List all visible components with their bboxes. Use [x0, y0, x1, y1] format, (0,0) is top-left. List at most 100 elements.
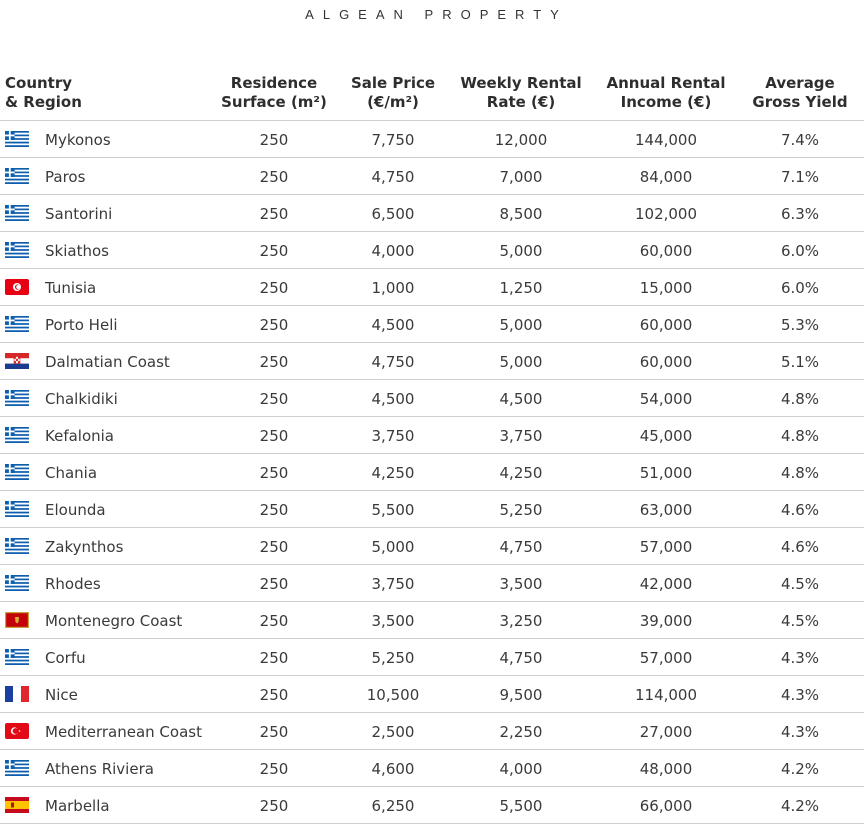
yield-cell: 4.3%: [780, 649, 820, 667]
weekly-cell: 4,750: [499, 538, 543, 556]
surface-cell: 250: [259, 353, 289, 371]
price-cell: 4,600: [371, 760, 415, 778]
price-cell: 6,500: [371, 205, 415, 223]
annual-cell: 60,000: [639, 353, 693, 371]
yield-cell: 4.2%: [780, 760, 820, 778]
table-row: Mediterranean Coast 250 2,500 2,250 27,000 4.…: [0, 713, 864, 750]
region-name: Santorini: [45, 205, 113, 223]
brand-title: ALGEAN PROPERTY: [305, 7, 568, 22]
yield-cell: 4.6%: [780, 538, 820, 556]
region-name: Porto Heli: [45, 316, 118, 334]
table-row: Kefalonia 250 3,750 3,750 45,000 4.8%: [0, 417, 864, 454]
surface-cell: 250: [259, 538, 289, 556]
price-cell: 4,500: [371, 316, 415, 334]
annual-cell: 63,000: [639, 501, 693, 519]
yield-cell: 4.3%: [780, 723, 820, 741]
annual-cell: 102,000: [634, 205, 698, 223]
table-row: Corfu 250 5,250 4,750 57,000 4.3%: [0, 639, 864, 676]
region-name: Nice: [45, 686, 78, 704]
tunisia-flag-icon: [5, 279, 29, 295]
table-row: Athens Riviera 250 4,600 4,000 48,000 4.2%: [0, 750, 864, 787]
price-cell: 5,000: [371, 538, 415, 556]
region-name: Athens Riviera: [45, 760, 154, 778]
weekly-cell: 4,000: [499, 760, 543, 778]
surface-cell: 250: [259, 575, 289, 593]
annual-cell: 54,000: [639, 390, 693, 408]
header-surface: Residence Surface (m²): [214, 74, 334, 114]
region-name: Mediterranean Coast: [45, 723, 202, 741]
surface-cell: 250: [259, 723, 289, 741]
header-price: Sale Price (€/m²): [343, 74, 443, 114]
greece-flag-icon: [5, 168, 29, 184]
header-weekly: Weekly Rental Rate (€): [455, 74, 587, 114]
montenegro-flag-icon: [5, 612, 29, 628]
region-name: Skiathos: [45, 242, 109, 260]
surface-cell: 250: [259, 501, 289, 519]
annual-cell: 42,000: [639, 575, 693, 593]
yield-cell: 4.8%: [780, 390, 820, 408]
price-cell: 5,500: [371, 501, 415, 519]
croatia-flag-icon: [5, 353, 29, 369]
annual-cell: 27,000: [639, 723, 693, 741]
yield-cell: 7.1%: [780, 168, 820, 186]
greece-flag-icon: [5, 316, 29, 332]
greece-flag-icon: [5, 501, 29, 517]
region-name: Marbella: [45, 797, 110, 815]
yield-cell: 4.3%: [780, 686, 820, 704]
surface-cell: 250: [259, 797, 289, 815]
price-cell: 4,000: [371, 242, 415, 260]
greece-flag-icon: [5, 131, 29, 147]
table-row: Mykonos 250 7,750 12,000 144,000 7.4%: [0, 120, 864, 158]
price-cell: 4,750: [371, 353, 415, 371]
yield-cell: 6.0%: [780, 279, 820, 297]
table-row: Chalkidiki 250 4,500 4,500 54,000 4.8%: [0, 380, 864, 417]
table-row: Chania 250 4,250 4,250 51,000 4.8%: [0, 454, 864, 491]
price-cell: 5,250: [371, 649, 415, 667]
region-name: Rhodes: [45, 575, 101, 593]
surface-cell: 250: [259, 686, 289, 704]
greece-flag-icon: [5, 464, 29, 480]
surface-cell: 250: [259, 131, 289, 149]
region-name: Elounda: [45, 501, 106, 519]
region-name: Zakynthos: [45, 538, 124, 556]
region-name: Chalkidiki: [45, 390, 118, 408]
table-row: Marbella 250 6,250 5,500 66,000 4.2%: [0, 787, 864, 824]
price-cell: 3,500: [371, 612, 415, 630]
weekly-cell: 8,500: [499, 205, 543, 223]
weekly-cell: 3,500: [499, 575, 543, 593]
weekly-cell: 3,750: [499, 427, 543, 445]
surface-cell: 250: [259, 316, 289, 334]
annual-cell: 51,000: [639, 464, 693, 482]
yield-cell: 4.6%: [780, 501, 820, 519]
surface-cell: 250: [259, 427, 289, 445]
price-cell: 4,250: [371, 464, 415, 482]
greece-flag-icon: [5, 760, 29, 776]
price-cell: 4,500: [371, 390, 415, 408]
weekly-cell: 1,250: [499, 279, 543, 297]
surface-cell: 250: [259, 168, 289, 186]
region-name: Corfu: [45, 649, 86, 667]
annual-cell: 84,000: [639, 168, 693, 186]
header-annual: Annual Rental Income (€): [600, 74, 732, 114]
yield-cell: 4.2%: [780, 797, 820, 815]
yield-cell: 4.5%: [780, 575, 820, 593]
weekly-cell: 7,000: [499, 168, 543, 186]
yield-cell: 6.3%: [780, 205, 820, 223]
annual-cell: 114,000: [634, 686, 698, 704]
surface-cell: 250: [259, 390, 289, 408]
weekly-cell: 5,250: [499, 501, 543, 519]
weekly-cell: 5,500: [499, 797, 543, 815]
table-row: Zakynthos 250 5,000 4,750 57,000 4.6%: [0, 528, 864, 565]
table-row: Skiathos 250 4,000 5,000 60,000 6.0%: [0, 232, 864, 269]
price-cell: 3,750: [371, 427, 415, 445]
table-row: Santorini 250 6,500 8,500 102,000 6.3%: [0, 195, 864, 232]
annual-cell: 48,000: [639, 760, 693, 778]
yield-cell: 4.8%: [780, 427, 820, 445]
annual-cell: 66,000: [639, 797, 693, 815]
weekly-cell: 4,250: [499, 464, 543, 482]
yield-cell: 4.5%: [780, 612, 820, 630]
france-flag-icon: [5, 686, 29, 702]
table-row: Rhodes 250 3,750 3,500 42,000 4.5%: [0, 565, 864, 602]
annual-cell: 60,000: [639, 242, 693, 260]
surface-cell: 250: [259, 649, 289, 667]
